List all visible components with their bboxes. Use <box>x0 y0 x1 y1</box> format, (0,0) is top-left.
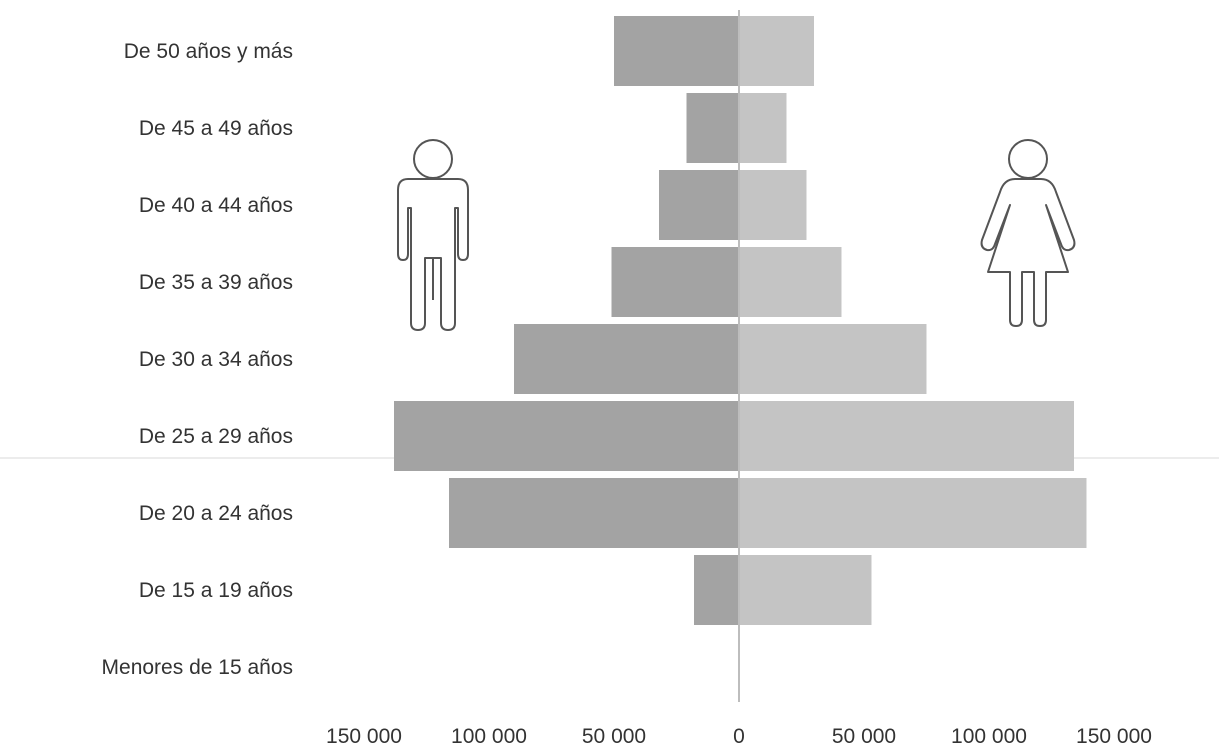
category-label-de-15-a-19-anos: De 15 a 19 años <box>139 579 293 602</box>
bar-right-de-25-a-29-anos <box>739 401 1074 471</box>
bar-left-de-30-a-34-anos <box>514 324 739 394</box>
x-tick-label: 100 000 <box>451 725 527 748</box>
x-tick-label: 100 000 <box>951 725 1027 748</box>
bar-left-de-15-a-19-anos <box>694 555 739 625</box>
female-bars <box>739 16 1087 625</box>
category-labels: De 50 años y más De 45 a 49 años De 40 a 4… <box>102 40 293 679</box>
bar-left-de-35-a-39-anos <box>611 247 739 317</box>
bar-right-de-45-a-49-anos <box>739 93 787 163</box>
category-label-menores-de-15-anos: Menores de 15 años <box>102 656 293 679</box>
bar-left-de-40-a-44-anos <box>659 170 739 240</box>
x-tick-label: 150 000 <box>1076 725 1152 748</box>
bar-right-de-15-a-19-anos <box>739 555 872 625</box>
category-label-de-20-a-24-anos: De 20 a 24 años <box>139 502 293 525</box>
x-axis-tick-labels: 150 000 100 000 50 000 0 50 000 100 000 150 00… <box>326 725 1152 748</box>
bar-left-de-50-anos-y-mas <box>614 16 739 86</box>
category-label-de-45-a-49-anos: De 45 a 49 años <box>139 117 293 140</box>
male-bars <box>394 16 739 625</box>
x-tick-label: 50 000 <box>582 725 646 748</box>
x-tick-label: 150 000 <box>326 725 402 748</box>
category-label-de-35-a-39-anos: De 35 a 39 años <box>139 271 293 294</box>
bar-right-de-50-anos-y-mas <box>739 16 814 86</box>
category-label-de-50-anos-y-mas: De 50 años y más <box>124 40 293 63</box>
bar-left-de-25-a-29-anos <box>394 401 739 471</box>
female-figure-icon <box>980 139 1076 327</box>
bar-right-de-30-a-34-anos <box>739 324 927 394</box>
bar-right-de-20-a-24-anos <box>739 478 1087 548</box>
bar-left-de-20-a-24-anos <box>449 478 739 548</box>
x-tick-label: 0 <box>733 725 745 748</box>
bar-left-de-45-a-49-anos <box>686 93 739 163</box>
bar-right-de-40-a-44-anos <box>739 170 807 240</box>
bar-right-de-35-a-39-anos <box>739 247 842 317</box>
category-label-de-40-a-44-anos: De 40 a 44 años <box>139 194 293 217</box>
category-label-de-25-a-29-anos: De 25 a 29 años <box>139 425 293 448</box>
male-figure-icon <box>397 139 469 331</box>
x-tick-label: 50 000 <box>832 725 896 748</box>
category-label-de-30-a-34-anos: De 30 a 34 años <box>139 348 293 371</box>
